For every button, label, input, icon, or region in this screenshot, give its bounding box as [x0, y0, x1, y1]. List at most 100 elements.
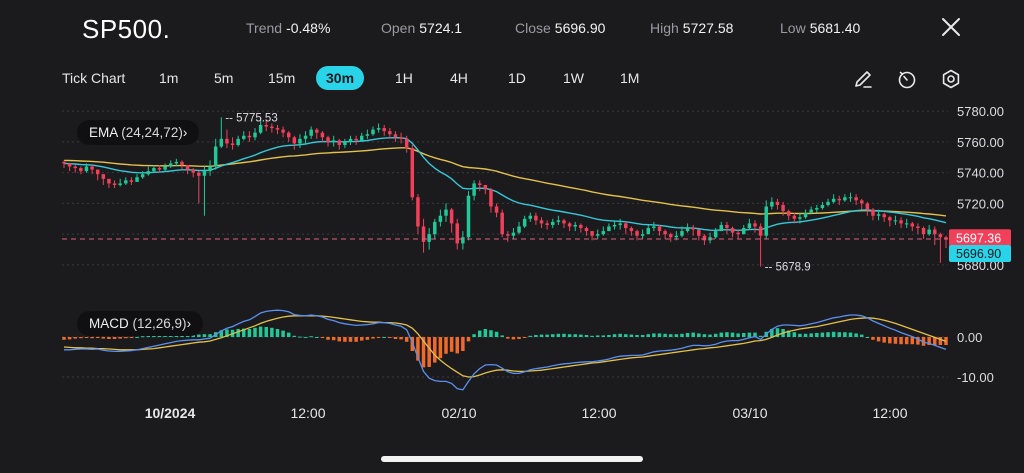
- stat-high: High 5727.58: [650, 20, 733, 36]
- macd-histogram-bar: [567, 334, 572, 337]
- macd-histogram-bar: [893, 337, 898, 344]
- macd-histogram-bar: [758, 335, 763, 337]
- candle-body: [298, 138, 302, 144]
- macd-histogram-bar: [871, 337, 875, 340]
- tab-1d[interactable]: 1D: [508, 70, 526, 86]
- tab-1m-month[interactable]: 1M: [620, 70, 640, 86]
- macd-histogram-bar: [848, 332, 853, 337]
- macd-histogram-bar: [73, 337, 77, 339]
- macd-indicator-pill[interactable]: MACD (12,26,9)›: [77, 311, 204, 336]
- candle-body: [472, 183, 476, 196]
- macd-histogram-bar: [461, 337, 465, 351]
- macd-histogram-bar: [595, 335, 600, 337]
- macd-histogram-bar: [129, 337, 134, 338]
- tab-1m[interactable]: 1m: [159, 70, 179, 86]
- macd-histogram-bar: [511, 337, 516, 340]
- macd-name: MACD: [89, 316, 129, 331]
- candle-body: [579, 224, 583, 229]
- macd-histogram-bar: [315, 337, 319, 338]
- macd-histogram-bar: [202, 334, 207, 337]
- candle-body: [888, 217, 892, 221]
- candle-body: [455, 223, 459, 244]
- stat-value: 5724.1: [419, 20, 463, 36]
- macd-histogram-bar: [337, 337, 342, 342]
- timer-icon[interactable]: [896, 68, 918, 90]
- tab-1h[interactable]: 1H: [395, 70, 413, 86]
- macd-histogram-bar: [399, 337, 403, 340]
- macd-histogram-bar: [107, 337, 111, 339]
- macd-histogram-bar: [624, 334, 628, 337]
- candle-body: [371, 129, 375, 135]
- candle-body: [264, 124, 268, 127]
- candle-body: [792, 215, 797, 219]
- candle-body: [270, 126, 274, 129]
- macd-histogram-bar: [657, 333, 662, 337]
- candle-body: [865, 203, 870, 210]
- macd-histogram-bar: [933, 337, 937, 345]
- macd-histogram-bar: [921, 337, 926, 346]
- macd-histogram-bar: [348, 337, 353, 342]
- macd-histogram-bar: [522, 337, 527, 338]
- candle-body: [365, 134, 370, 136]
- candle-body: [438, 215, 443, 222]
- candle-body: [910, 223, 915, 227]
- macd-histogram-bar: [281, 330, 285, 337]
- bid-price-label: 5697.36: [956, 232, 1001, 246]
- candle-body: [685, 228, 690, 232]
- macd-histogram-bar: [573, 334, 577, 337]
- candle-body: [713, 231, 718, 238]
- candle-body: [545, 223, 549, 225]
- macd-histogram-bar: [219, 330, 224, 337]
- candle-body: [208, 166, 212, 172]
- candle-body: [904, 223, 909, 225]
- tab-5m[interactable]: 5m: [214, 70, 234, 86]
- candle-body: [219, 138, 224, 147]
- macd-histogram-bar: [528, 335, 533, 337]
- candle-body: [758, 226, 763, 236]
- macd-histogram-bar: [551, 334, 555, 337]
- candle-body: [185, 164, 190, 170]
- candle-body: [343, 141, 347, 145]
- candle-body: [809, 209, 813, 213]
- tab-15m[interactable]: 15m: [268, 70, 296, 86]
- candle-body: [657, 226, 662, 232]
- macd-histogram-bar: [298, 336, 302, 338]
- macd-histogram-bar: [376, 337, 381, 338]
- settings-icon[interactable]: [940, 68, 962, 90]
- candle-body: [719, 224, 724, 232]
- stat-label: Trend: [246, 20, 283, 36]
- tab-1w[interactable]: 1W: [563, 70, 584, 86]
- candle-body: [663, 231, 667, 235]
- macd-histogram-bar: [820, 332, 825, 337]
- tab-tick-chart[interactable]: Tick Chart: [62, 70, 126, 86]
- stat-open: Open 5724.1: [381, 20, 462, 36]
- macd-histogram-bar: [629, 334, 634, 337]
- last-price-label: 5696.90: [956, 247, 1001, 261]
- candle-body: [494, 206, 499, 213]
- close-icon[interactable]: [940, 16, 962, 38]
- x-axis-label: 12:00: [872, 405, 907, 421]
- candle-body: [191, 169, 195, 173]
- draw-icon[interactable]: [852, 68, 874, 90]
- candle-body: [933, 229, 937, 235]
- macd-histogram-bar: [663, 333, 667, 337]
- candle-body: [129, 180, 134, 182]
- stat-value: 5681.40: [809, 20, 861, 36]
- candle-body: [562, 220, 566, 224]
- macd-histogram-bar: [904, 337, 909, 345]
- candle-body: [539, 220, 544, 224]
- tab-30m[interactable]: 30m: [316, 66, 365, 90]
- macd-histogram-bar: [494, 331, 499, 337]
- macd-histogram-bar: [67, 337, 72, 340]
- candle-body: [567, 223, 572, 227]
- macd-histogram-bar: [652, 333, 656, 337]
- macd-histogram-bar: [433, 337, 437, 363]
- macd-histogram-bar: [539, 334, 544, 337]
- candle-body: [921, 228, 926, 235]
- tab-4h[interactable]: 4H: [450, 70, 468, 86]
- macd-histogram-bar: [668, 334, 673, 337]
- candle-body: [303, 135, 308, 139]
- macd-histogram-bar: [365, 337, 370, 340]
- ema-indicator-pill[interactable]: EMA (24,24,72)›: [77, 120, 200, 145]
